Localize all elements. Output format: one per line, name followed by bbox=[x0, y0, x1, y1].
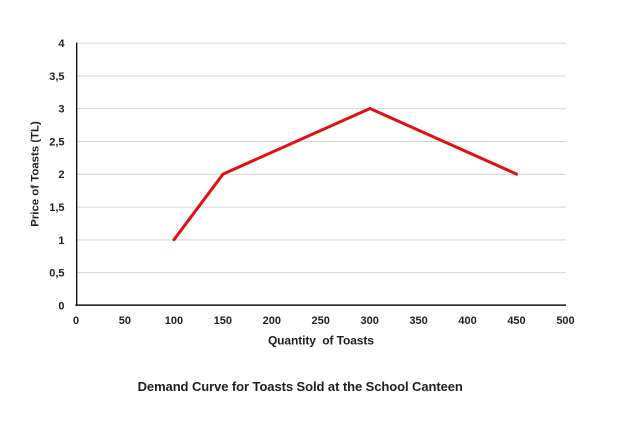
svg-text:2,5: 2,5 bbox=[49, 136, 64, 148]
svg-text:3,5: 3,5 bbox=[49, 71, 64, 83]
svg-text:1: 1 bbox=[58, 235, 64, 247]
svg-text:Quantity of Toasts: Quantity of Toasts bbox=[268, 333, 374, 347]
svg-text:4: 4 bbox=[58, 38, 65, 50]
svg-text:150: 150 bbox=[214, 315, 232, 327]
svg-text:200: 200 bbox=[263, 315, 281, 327]
svg-text:500: 500 bbox=[556, 315, 574, 327]
svg-text:Price of Toasts (TL): Price of Toasts (TL) bbox=[30, 121, 42, 227]
svg-text:250: 250 bbox=[312, 315, 330, 327]
svg-text:Demand Curve for Toasts Sold a: Demand Curve for Toasts Sold at the Scho… bbox=[138, 379, 463, 394]
svg-text:100: 100 bbox=[165, 315, 183, 327]
svg-text:1,5: 1,5 bbox=[49, 202, 64, 214]
svg-text:400: 400 bbox=[458, 315, 476, 327]
svg-text:300: 300 bbox=[361, 315, 379, 327]
svg-text:450: 450 bbox=[507, 315, 525, 327]
svg-text:350: 350 bbox=[409, 315, 427, 327]
svg-text:3: 3 bbox=[58, 104, 64, 116]
svg-text:0: 0 bbox=[58, 300, 64, 312]
svg-text:2: 2 bbox=[58, 169, 64, 181]
svg-text:50: 50 bbox=[119, 315, 131, 327]
svg-text:0: 0 bbox=[73, 315, 79, 327]
svg-text:0,5: 0,5 bbox=[49, 268, 64, 280]
